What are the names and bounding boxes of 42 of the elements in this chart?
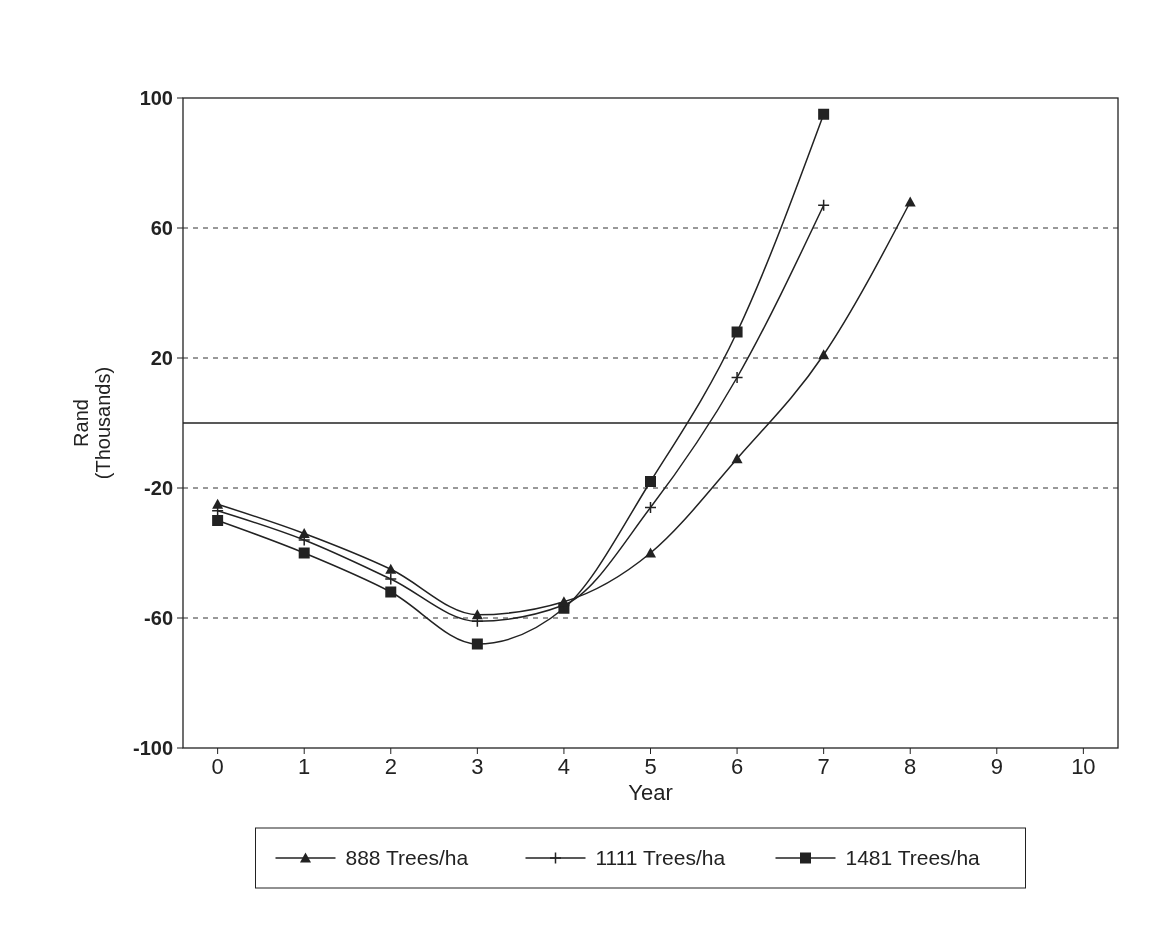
point — [818, 108, 830, 120]
point — [818, 349, 830, 360]
legend-label: 888 Trees/ha — [345, 846, 469, 870]
x-tick-label: 0 — [211, 754, 224, 779]
x-tick-label: 7 — [817, 754, 830, 779]
point — [298, 547, 310, 559]
y-tick-label: -100 — [132, 737, 173, 759]
point — [558, 596, 570, 607]
x-tick-label: 4 — [557, 754, 571, 779]
x-tick-label: 10 — [1071, 754, 1096, 779]
point — [385, 563, 397, 574]
point — [644, 501, 657, 514]
x-tick-label: 3 — [471, 754, 484, 779]
point — [471, 609, 483, 620]
point — [904, 196, 916, 207]
y-tick-label: 60 — [150, 217, 173, 239]
point — [730, 371, 744, 384]
point — [212, 498, 224, 509]
y-tick-label: 100 — [139, 87, 173, 109]
point — [384, 572, 398, 586]
point — [645, 476, 656, 487]
x-tick-label: 8 — [904, 754, 917, 779]
x-tick-label: 6 — [730, 754, 744, 779]
point — [385, 586, 397, 598]
point — [298, 528, 310, 538]
legend-label: 1111 Trees/ha — [595, 846, 726, 870]
x-tick-label: 1 — [298, 754, 311, 779]
point — [212, 515, 224, 526]
point — [471, 638, 483, 650]
y-axis-title: Rand (Thousands) — [70, 366, 114, 480]
point — [731, 326, 743, 338]
legend-label: 1481 Trees/ha — [845, 846, 981, 870]
x-tick-label: 2 — [384, 754, 397, 779]
y-tick-label: -60 — [144, 607, 173, 629]
y-tick-label: 20 — [150, 347, 173, 369]
point — [645, 547, 656, 558]
x-tick-label: 9 — [990, 754, 1003, 779]
x-tick-label: 5 — [644, 754, 657, 779]
y-tick-label: -20 — [144, 477, 173, 499]
point — [731, 453, 743, 464]
x-axis-title: Year — [628, 780, 673, 805]
point — [817, 199, 830, 212]
